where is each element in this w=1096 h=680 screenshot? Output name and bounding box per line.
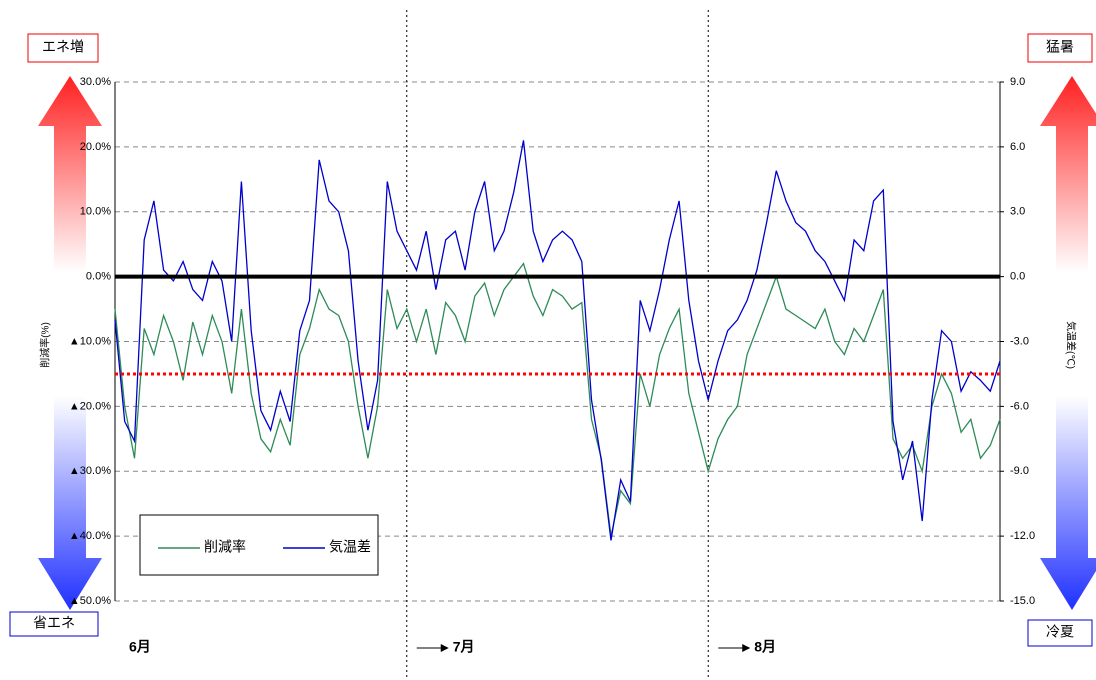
month-arrow-head bbox=[742, 644, 751, 652]
label-box bbox=[1027, 619, 1093, 647]
side-label: 冷夏 bbox=[1046, 624, 1074, 640]
y-tick-label: 10.0% bbox=[80, 206, 111, 218]
side-label: 省エネ bbox=[33, 615, 75, 631]
y-tick-label: ▲50.0% bbox=[69, 595, 111, 607]
y-axis-title: 削減率(%) bbox=[39, 322, 52, 368]
month-arrow-head bbox=[440, 644, 449, 652]
y2-tick-label: 3.0 bbox=[1010, 206, 1025, 218]
month-label: 6月 bbox=[129, 639, 151, 655]
energy-up-arrow bbox=[38, 76, 102, 272]
y2-tick-label: -3.0 bbox=[1010, 335, 1029, 347]
y-tick-label: ▲20.0% bbox=[69, 400, 111, 412]
legend-label: 気温差 bbox=[329, 539, 371, 555]
legend-label: 削減率 bbox=[204, 539, 246, 555]
month-label: 8月 bbox=[754, 639, 776, 655]
month-label: 7月 bbox=[453, 639, 475, 655]
cool-arrow bbox=[1040, 396, 1096, 610]
side-label: 猛暑 bbox=[1046, 39, 1074, 55]
y-tick-label: ▲40.0% bbox=[69, 530, 111, 542]
hot-arrow bbox=[1040, 76, 1096, 272]
y-tick-label: 30.0% bbox=[80, 76, 111, 88]
y2-tick-label: -9.0 bbox=[1010, 465, 1029, 477]
y2-tick-label: 6.0 bbox=[1010, 141, 1025, 153]
label-box bbox=[27, 33, 99, 63]
y2-tick-label: 9.0 bbox=[1010, 76, 1025, 88]
y2-tick-label: -15.0 bbox=[1010, 595, 1035, 607]
y2-axis-title: 気温差(℃) bbox=[1064, 321, 1077, 369]
series-line bbox=[114, 140, 1001, 541]
y-tick-label: 20.0% bbox=[80, 141, 111, 153]
label-box bbox=[1027, 33, 1093, 63]
y-tick-label: 0.0% bbox=[86, 271, 111, 283]
y2-tick-label: -12.0 bbox=[1010, 530, 1035, 542]
energy-save-arrow bbox=[38, 396, 102, 610]
label-box bbox=[9, 611, 99, 637]
y-tick-label: ▲30.0% bbox=[69, 465, 111, 477]
series-line bbox=[114, 262, 1001, 537]
y-tick-label: ▲10.0% bbox=[69, 335, 111, 347]
side-label: エネ増 bbox=[42, 39, 84, 55]
y2-tick-label: 0.0 bbox=[1010, 271, 1025, 283]
y2-tick-label: -6.0 bbox=[1010, 400, 1029, 412]
legend-box bbox=[139, 514, 379, 576]
